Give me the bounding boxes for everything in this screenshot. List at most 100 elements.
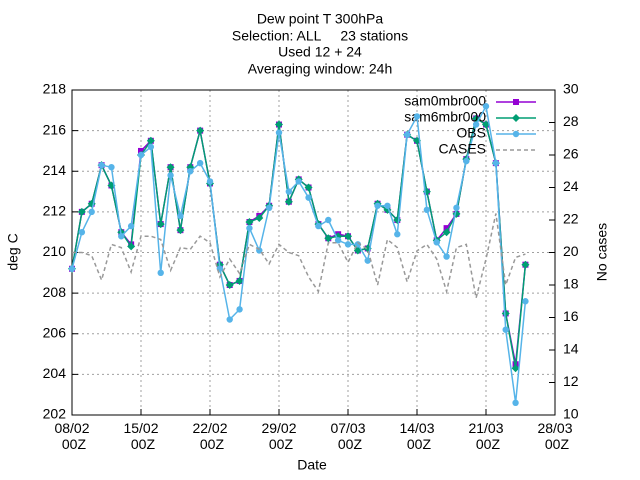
y-tick-label: 202: [43, 406, 67, 422]
x-tick-label: 28/03 00Z: [537, 420, 572, 452]
marker: [108, 163, 115, 171]
marker: [225, 281, 234, 289]
marker: [127, 242, 136, 251]
marker: [157, 269, 164, 277]
marker: [344, 241, 352, 248]
x-tick-label: 22/02 00Z: [192, 420, 227, 452]
marker: [403, 131, 411, 138]
marker: [325, 216, 332, 224]
y2-tick-label: 14: [563, 341, 579, 357]
x-tick-label: 15/02 00Z: [123, 420, 158, 452]
marker: [522, 298, 529, 305]
marker: [334, 237, 342, 244]
marker: [88, 208, 95, 216]
chart-title: Dew point T 300hPa: [257, 11, 384, 27]
marker: [512, 130, 520, 138]
marker: [433, 239, 440, 246]
y2-axis-label: No cases: [594, 223, 610, 281]
marker: [236, 306, 243, 313]
y2-tick-label: 28: [563, 113, 579, 129]
marker: [443, 225, 450, 232]
series-line: [72, 213, 526, 299]
marker: [147, 143, 155, 151]
y2-tick-label: 22: [563, 211, 579, 227]
marker: [77, 207, 86, 216]
x-tick-label: 21/03 00Z: [468, 420, 503, 452]
marker: [68, 265, 76, 272]
legend-label: OBS: [456, 125, 486, 141]
marker: [255, 213, 264, 222]
marker: [482, 103, 490, 110]
marker: [413, 113, 421, 120]
marker: [305, 194, 312, 201]
marker: [176, 226, 185, 235]
marker: [196, 126, 205, 135]
y2-tick-label: 26: [563, 146, 579, 162]
marker: [512, 399, 519, 407]
marker: [284, 197, 293, 206]
marker: [226, 316, 233, 323]
marker: [443, 253, 450, 260]
marker: [492, 159, 500, 167]
y-tick-label: 218: [43, 81, 67, 97]
marker: [384, 202, 391, 209]
marker: [295, 178, 302, 185]
legend-label: sam0mbr000: [404, 93, 486, 109]
y-tick-label: 208: [43, 284, 67, 300]
marker: [187, 168, 194, 175]
marker: [315, 222, 322, 230]
y2-tick-label: 12: [563, 373, 579, 389]
marker: [442, 228, 451, 237]
legend-label: CASES: [439, 141, 486, 157]
marker: [512, 114, 520, 122]
chart-subtitle: Selection: ALL 23 stations: [232, 28, 408, 44]
x-axis-label: Date: [297, 457, 327, 473]
marker: [127, 222, 135, 230]
marker: [501, 309, 510, 318]
marker: [463, 157, 470, 165]
marker: [206, 178, 214, 185]
marker: [177, 212, 184, 220]
marker: [235, 276, 244, 285]
x-tick-label: 29/02 00Z: [261, 420, 296, 452]
y2-tick-label: 24: [563, 178, 579, 194]
x-tick-label: 07/03 00Z: [330, 420, 365, 452]
marker: [137, 151, 145, 159]
y2-tick-label: 18: [563, 276, 579, 292]
marker: [275, 129, 283, 136]
legend-label: sam6mbr000: [404, 109, 486, 125]
marker: [513, 99, 519, 105]
y-tick-label: 206: [43, 324, 67, 340]
y-tick-label: 210: [43, 243, 67, 259]
chart-subtitle: Used 12 + 24: [278, 44, 362, 60]
marker: [166, 163, 175, 172]
marker: [304, 183, 313, 192]
y-axis-label: deg C: [5, 233, 21, 270]
marker: [394, 231, 401, 238]
marker: [118, 233, 125, 240]
marker: [344, 232, 352, 241]
marker: [78, 228, 86, 236]
marker: [472, 121, 480, 128]
marker: [482, 120, 490, 129]
y2-tick-label: 10: [563, 406, 579, 422]
marker: [265, 204, 273, 212]
marker: [502, 326, 509, 333]
marker: [156, 220, 165, 229]
y-tick-label: 204: [43, 365, 67, 381]
y2-tick-label: 16: [563, 308, 579, 324]
marker: [196, 159, 204, 167]
y-tick-label: 214: [43, 162, 67, 178]
marker: [423, 206, 431, 214]
marker: [285, 188, 293, 195]
chart-subtitle: Averaging window: 24h: [248, 61, 393, 77]
marker: [453, 204, 460, 212]
marker: [245, 218, 254, 227]
marker: [511, 364, 520, 373]
marker: [98, 161, 105, 169]
y2-tick-label: 30: [563, 81, 579, 97]
marker: [324, 234, 333, 243]
y-tick-label: 216: [43, 121, 67, 137]
